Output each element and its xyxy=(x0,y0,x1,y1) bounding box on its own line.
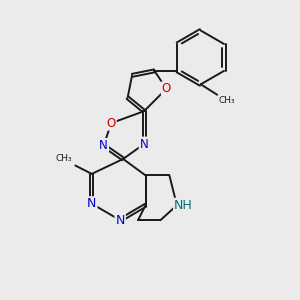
Text: N: N xyxy=(116,214,125,227)
Text: O: O xyxy=(162,82,171,95)
Text: CH₃: CH₃ xyxy=(219,96,235,105)
Text: CH₃: CH₃ xyxy=(56,154,72,163)
Text: NH: NH xyxy=(174,199,193,212)
Text: O: O xyxy=(106,117,116,130)
Text: N: N xyxy=(140,137,148,151)
Text: N: N xyxy=(87,197,97,210)
Text: N: N xyxy=(99,139,108,152)
